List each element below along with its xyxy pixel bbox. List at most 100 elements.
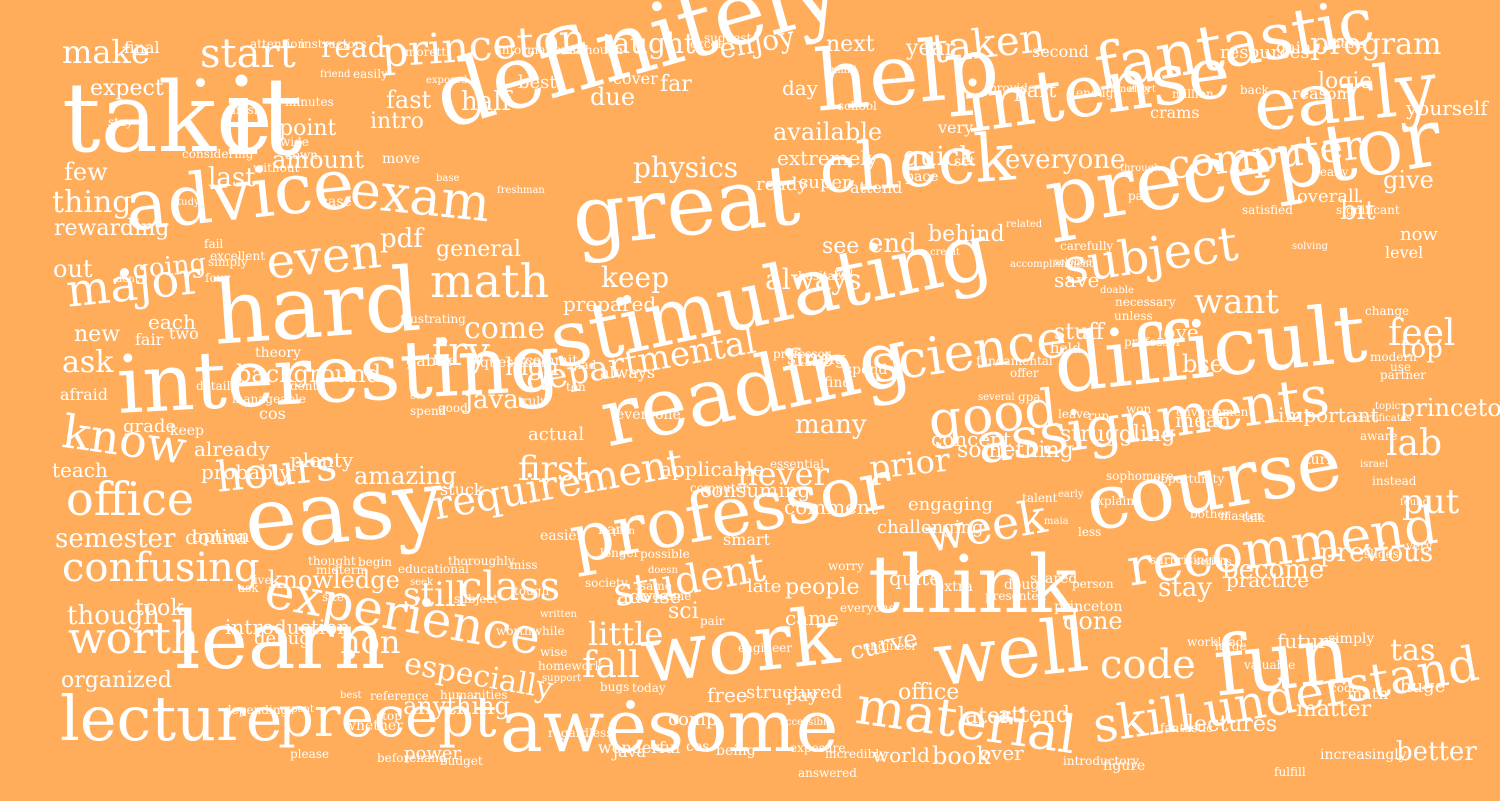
word-273: partner (1380, 368, 1426, 382)
word-223: although (569, 43, 623, 57)
word-113: half (461, 87, 512, 117)
word-276: certificates (1355, 413, 1412, 424)
word-261: accomplishment (1010, 259, 1093, 270)
word-300: person (1072, 577, 1114, 591)
word-326: support (542, 673, 582, 684)
word-88: fall (582, 645, 640, 686)
word-132: plenty (290, 448, 354, 472)
word-342: introductory (1063, 754, 1140, 768)
decorative-dot (626, 700, 635, 709)
word-229: tests (1336, 37, 1366, 51)
word-70: behind (928, 222, 1005, 247)
word-340: answered (798, 766, 857, 780)
word-63: physics (633, 151, 739, 184)
word-144: overall (1297, 186, 1360, 207)
word-206: everyone (616, 407, 681, 423)
word-191: structured (746, 682, 843, 703)
word-11: taught (602, 27, 696, 60)
word-278: turn (1305, 452, 1336, 468)
word-188: being (716, 743, 756, 759)
word-375: detail (196, 379, 231, 393)
word-369: spend (410, 404, 447, 418)
word-234: remotely (1106, 84, 1151, 95)
word-111: attend (998, 703, 1071, 728)
word-60: put (1402, 482, 1460, 522)
word-317: thought (308, 554, 356, 568)
word-136: something (957, 438, 1074, 463)
word-346: fantastic (1160, 721, 1213, 735)
word-156: next (826, 32, 875, 57)
word-304: extra (936, 579, 973, 595)
word-157: very (938, 118, 974, 137)
word-274: use (1390, 360, 1411, 374)
word-148: yourself (1406, 96, 1488, 120)
word-216: without (253, 161, 300, 175)
word-327: humanities (440, 688, 508, 702)
word-36: office (66, 472, 195, 526)
word-65: amount (272, 146, 365, 174)
word-331: depending (224, 703, 289, 717)
word-197: move (382, 151, 420, 167)
word-298: very (1406, 539, 1433, 553)
word-352: engineer (863, 639, 918, 653)
word-164: love (1157, 320, 1199, 344)
word-322: subject (454, 592, 498, 606)
word-271: fundamental (976, 354, 1053, 368)
word-99: lectures (1187, 712, 1278, 737)
word-252: significant (1336, 203, 1400, 217)
word-13: program (1310, 27, 1442, 62)
word-379: dont (116, 274, 139, 285)
word-362: tough (514, 584, 550, 598)
word-131: amazing (354, 462, 457, 490)
word-287: found (1400, 497, 1430, 508)
word-68: general (436, 237, 521, 262)
word-350: simply (1328, 631, 1375, 647)
word-192: pay (786, 685, 819, 706)
word-277: aware (1360, 429, 1398, 443)
word-269: gpa (1018, 390, 1041, 404)
word-332: spent (286, 704, 314, 715)
word-267: field (1050, 341, 1082, 357)
word-92: stay (1158, 573, 1212, 603)
word-166: bse (1182, 350, 1224, 378)
word-213: fair (135, 330, 164, 349)
word-104: introduction (225, 615, 351, 639)
word-381: fail (204, 237, 224, 251)
word-281: sophomore (1106, 469, 1174, 483)
word-58: code (1100, 642, 1196, 688)
word-243: finish (228, 103, 262, 117)
word-82: semester (55, 524, 176, 554)
word-361: doesn (648, 565, 678, 576)
word-282: opportunity (1153, 472, 1225, 486)
word-238: school (838, 99, 877, 113)
word-178: future (1277, 629, 1340, 653)
decorative-dot (120, 268, 129, 277)
word-100: matter (1296, 697, 1372, 722)
word-378: simply (208, 255, 248, 269)
word-145: give (1383, 166, 1434, 194)
word-302: scared (1030, 571, 1078, 587)
word-190: free (707, 683, 748, 707)
word-117: last (208, 163, 256, 193)
word-318: midterm (316, 563, 368, 577)
word-210: questions (480, 355, 549, 371)
word-222: information (498, 43, 570, 57)
word-179: practice (1226, 568, 1309, 592)
word-112: due (590, 83, 636, 111)
word-171: fine (788, 344, 834, 372)
word-242: minutes (285, 95, 334, 109)
word-159: always (765, 263, 862, 296)
word-228: gain (1276, 38, 1312, 57)
word-212: two (169, 324, 199, 343)
word-219: attention (250, 37, 306, 51)
word-196: spend (845, 362, 888, 378)
word-90: people (785, 575, 860, 600)
word-295: less (1078, 525, 1102, 539)
word-366: glad (570, 358, 597, 372)
word-349: workload (1187, 635, 1244, 649)
word-45: class (460, 564, 561, 610)
word-246: study (172, 197, 200, 208)
word-109: office (898, 680, 960, 705)
word-143: bit (1340, 196, 1376, 226)
word-370: etc (410, 391, 426, 402)
